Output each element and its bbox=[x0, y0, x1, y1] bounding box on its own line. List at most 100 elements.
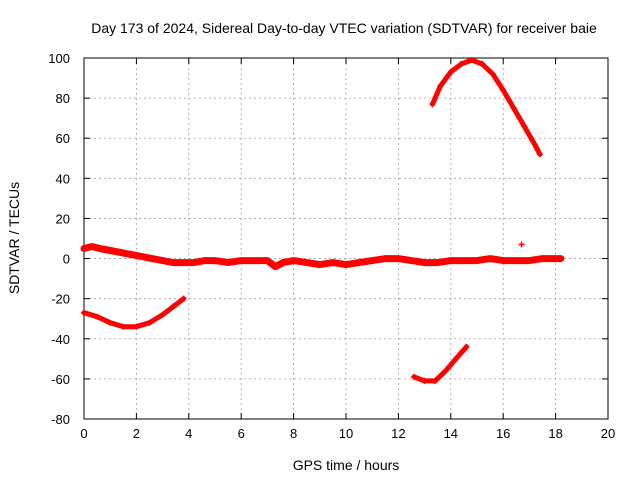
data-point bbox=[552, 255, 559, 262]
data-point bbox=[343, 261, 349, 268]
y-tick-label: 60 bbox=[56, 131, 70, 146]
data-point bbox=[88, 243, 95, 250]
data-point bbox=[447, 69, 454, 76]
data-point bbox=[81, 309, 87, 316]
data-point bbox=[411, 373, 418, 380]
data-point bbox=[280, 259, 287, 266]
data-point bbox=[201, 257, 208, 264]
data-point bbox=[489, 71, 496, 78]
data-point bbox=[107, 319, 114, 326]
data-point bbox=[159, 257, 166, 264]
data-point bbox=[146, 319, 153, 326]
data-point bbox=[133, 323, 140, 330]
x-axis-label: GPS time / hours bbox=[293, 457, 400, 473]
data-point bbox=[356, 259, 363, 266]
y-tick-label: -80 bbox=[51, 412, 70, 427]
data-point bbox=[303, 259, 310, 266]
data-point bbox=[264, 257, 271, 264]
data-point bbox=[429, 101, 436, 108]
x-tick-label: 8 bbox=[290, 426, 297, 441]
data-point bbox=[290, 257, 297, 264]
data-point bbox=[138, 253, 145, 260]
series-arc-upper-right bbox=[429, 57, 543, 158]
data-point bbox=[316, 261, 323, 268]
data-point bbox=[513, 257, 520, 264]
data-point bbox=[442, 367, 449, 374]
grid-lines bbox=[84, 58, 608, 419]
data-point bbox=[382, 255, 389, 262]
data-point bbox=[170, 259, 177, 266]
data-point bbox=[128, 251, 135, 258]
data-point bbox=[96, 245, 103, 252]
x-tick-label: 18 bbox=[548, 426, 562, 441]
series-trace-arc-lower-mid bbox=[411, 344, 469, 384]
data-point bbox=[81, 245, 87, 252]
data-point bbox=[460, 257, 467, 264]
x-tick-label: 0 bbox=[80, 426, 87, 441]
data-point bbox=[191, 259, 198, 266]
data-point bbox=[434, 259, 441, 266]
data-point bbox=[159, 311, 166, 318]
x-tick-label: 16 bbox=[496, 426, 510, 441]
data-point bbox=[225, 259, 232, 266]
data-point bbox=[463, 343, 470, 350]
y-tick-label: -40 bbox=[51, 332, 70, 347]
data-point bbox=[500, 87, 507, 94]
y-tick-label: -20 bbox=[51, 292, 70, 307]
data-point bbox=[487, 255, 494, 262]
series-outlier bbox=[518, 241, 525, 248]
x-tick-label: 20 bbox=[601, 426, 615, 441]
data-point bbox=[421, 377, 428, 384]
data-point bbox=[421, 259, 428, 266]
data-point bbox=[479, 61, 486, 68]
data-point bbox=[395, 255, 402, 262]
data-point bbox=[458, 61, 465, 68]
y-axis-label: SDTVAR / TECUs bbox=[6, 182, 22, 294]
x-tick-label: 12 bbox=[391, 426, 405, 441]
data-point bbox=[212, 257, 218, 264]
y-tick-label: -60 bbox=[51, 372, 70, 387]
x-tick-label: 2 bbox=[133, 426, 140, 441]
data-point bbox=[437, 83, 444, 90]
data-point bbox=[94, 313, 101, 320]
data-point bbox=[180, 295, 187, 302]
series-arc-lower-mid bbox=[411, 343, 470, 384]
series-trace-arc-upper-right bbox=[430, 57, 543, 157]
data-point bbox=[531, 141, 538, 148]
data-point bbox=[453, 355, 460, 362]
data-point bbox=[272, 263, 279, 270]
data-point bbox=[474, 257, 480, 264]
series-trace-main-band bbox=[80, 243, 565, 271]
series-main-band bbox=[80, 243, 565, 271]
data-point bbox=[500, 257, 507, 264]
x-tick-label: 4 bbox=[185, 426, 192, 441]
data-point bbox=[107, 247, 114, 254]
y-tick-label: 20 bbox=[56, 211, 70, 226]
y-tick-label: 100 bbox=[48, 51, 70, 66]
y-tick-label: 80 bbox=[56, 91, 70, 106]
x-tick-label: 14 bbox=[444, 426, 458, 441]
data-point bbox=[149, 255, 156, 262]
data-points bbox=[80, 57, 565, 384]
data-point bbox=[447, 257, 454, 264]
data-point bbox=[518, 241, 525, 248]
series-arc-lower-left bbox=[81, 295, 187, 330]
data-point bbox=[369, 257, 376, 264]
data-point bbox=[170, 303, 177, 310]
data-point bbox=[521, 123, 528, 130]
y-tick-label: 0 bbox=[63, 252, 70, 267]
data-point bbox=[120, 323, 127, 330]
data-point bbox=[536, 151, 543, 158]
data-point bbox=[238, 257, 245, 264]
data-point bbox=[432, 377, 439, 384]
data-point bbox=[557, 255, 564, 262]
data-point bbox=[510, 105, 517, 112]
chart-title: Day 173 of 2024, Sidereal Day-to-day VTE… bbox=[91, 20, 597, 36]
data-point bbox=[329, 259, 336, 266]
data-point bbox=[180, 259, 187, 266]
data-point bbox=[468, 57, 475, 64]
y-tick-label: 40 bbox=[56, 171, 70, 186]
x-tick-label: 10 bbox=[339, 426, 353, 441]
series-trace-arc-lower-left bbox=[81, 296, 187, 330]
